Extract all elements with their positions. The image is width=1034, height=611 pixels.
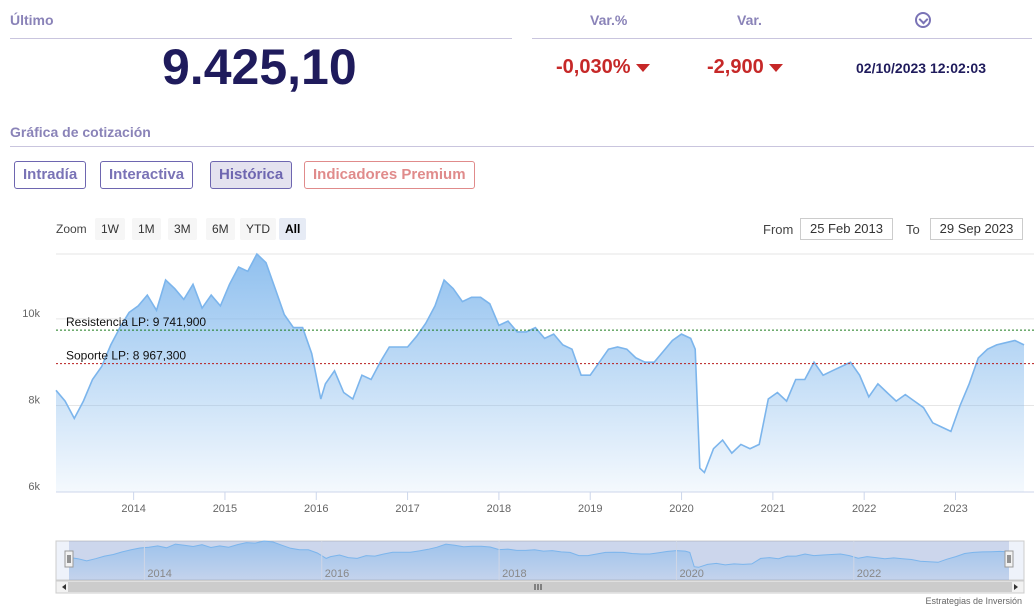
x-tick-label: 2014 — [121, 503, 145, 515]
var-label: Var. — [737, 12, 762, 28]
navigator-tick-label: 2018 — [502, 568, 526, 580]
scrollbar-thumb — [68, 582, 1012, 592]
scroll-left-arrow-icon — [62, 584, 66, 590]
var-pct-value: -0,030% — [556, 56, 631, 78]
support-label: Soporte LP: 8 967,300 — [66, 349, 186, 363]
x-tick-label: 2021 — [761, 503, 785, 515]
x-tick-label: 2022 — [852, 503, 876, 515]
to-label: To — [906, 222, 920, 237]
x-tick-label: 2016 — [304, 503, 328, 515]
section-divider — [10, 146, 1034, 147]
navigator-tick-label: 2014 — [147, 568, 171, 580]
price-area — [56, 254, 1024, 492]
zoom-label: Zoom — [56, 222, 87, 236]
zoom-button-all[interactable]: All — [279, 218, 307, 240]
tab-interactiva[interactable]: Interactiva — [100, 161, 194, 189]
last-label: Último — [10, 12, 54, 28]
resistance-label: Resistencia LP: 9 741,900 — [66, 315, 206, 329]
quote-datetime: 02/10/2023 12:02:03 — [856, 60, 986, 76]
navigator-tick-label: 2016 — [325, 568, 349, 580]
x-tick-label: 2020 — [669, 503, 693, 515]
var-pct-value-wrap: -0,030% — [556, 56, 650, 79]
zoom-button-ytd[interactable]: YTD — [240, 218, 276, 240]
credit-text: Estrategias de Inversión — [925, 596, 1022, 606]
to-date-input[interactable]: 29 Sep 2023 — [930, 218, 1023, 240]
from-label: From — [763, 222, 794, 237]
x-tick-label: 2023 — [943, 503, 967, 515]
navigator-tick-label: 2020 — [679, 568, 703, 580]
scroll-right-arrow-icon — [1014, 584, 1018, 590]
navigator-area — [69, 541, 1009, 580]
divider-left — [10, 38, 512, 39]
var-value-wrap: -2,900 — [707, 56, 783, 79]
y-tick-label: 6k — [28, 481, 40, 493]
zoom-button-1w[interactable]: 1W — [95, 218, 125, 240]
down-triangle-icon — [768, 63, 783, 72]
zoom-button-6m[interactable]: 6M — [206, 218, 235, 240]
tab-indicadores-premium[interactable]: Indicadores Premium — [304, 161, 475, 189]
down-triangle-icon — [635, 63, 650, 72]
divider-right — [532, 38, 1032, 39]
var-pct-label: Var.% — [590, 12, 628, 28]
var-value: -2,900 — [707, 56, 764, 78]
zoom-button-3m[interactable]: 3M — [168, 218, 197, 240]
chevron-circle-icon[interactable] — [915, 12, 931, 28]
tab-intradia[interactable]: Intradía — [14, 161, 87, 189]
last-value: 9.425,10 — [162, 39, 357, 95]
section-title: Gráfica de cotización — [10, 124, 151, 140]
navigator-handle-right[interactable] — [1004, 550, 1014, 568]
navigator-tick-label: 2022 — [857, 568, 881, 580]
y-tick-label: 8k — [28, 394, 40, 406]
navigator-line — [68, 540, 1010, 568]
x-tick-label: 2019 — [578, 503, 602, 515]
from-date-input[interactable]: 25 Feb 2013 — [800, 218, 893, 240]
x-tick-label: 2017 — [395, 503, 419, 515]
y-tick-label: 10k — [22, 308, 40, 320]
x-tick-label: 2015 — [213, 503, 237, 515]
zoom-button-1m[interactable]: 1M — [132, 218, 161, 240]
navigator-handle-left[interactable] — [64, 550, 74, 568]
tab-historica[interactable]: Histórica — [210, 161, 293, 189]
x-tick-label: 2018 — [487, 503, 511, 515]
